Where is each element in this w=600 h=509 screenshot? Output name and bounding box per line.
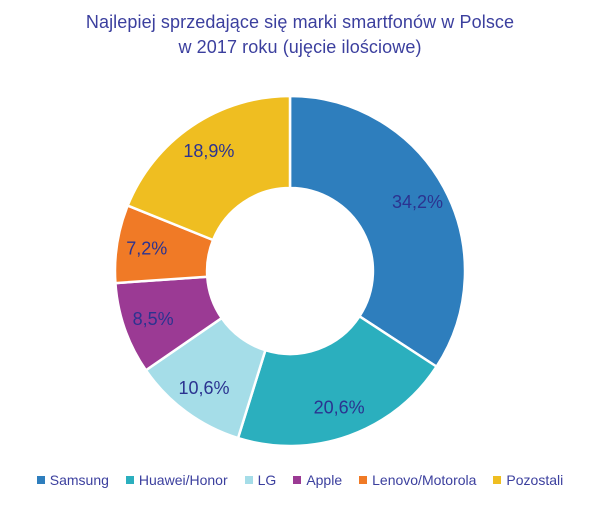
legend-item-label: Lenovo/Motorola (372, 472, 477, 488)
donut-slice-label: 10,6% (179, 378, 230, 398)
legend-item[interactable]: Apple (293, 472, 342, 488)
donut-slice[interactable] (288, 94, 467, 368)
donut-slice-label: 7,2% (126, 238, 167, 258)
legend-item-label: Samsung (49, 472, 109, 488)
legend-item-label: LG (257, 472, 277, 488)
legend-item[interactable]: Samsung (36, 472, 109, 488)
legend-swatch-icon (293, 476, 302, 484)
donut-slice-label: 8,5% (133, 309, 174, 329)
chart-title: Najlepiej sprzedające się marki smartfon… (0, 10, 600, 60)
donut-slice-label: 34,2% (392, 192, 443, 212)
donut-slices-group (113, 94, 467, 448)
legend-swatch-icon (36, 476, 45, 484)
legend-item[interactable]: LG (244, 472, 277, 488)
legend-swatch-icon (493, 476, 502, 484)
donut-slice-label: 20,6% (314, 397, 365, 417)
legend-item[interactable]: Lenovo/Motorola (359, 472, 476, 488)
chart-legend: Samsung Huawei/Honor LG Apple Lenovo/Motorol… (0, 472, 600, 488)
donut-slice[interactable] (236, 315, 438, 448)
legend-swatch-icon (244, 476, 253, 484)
legend-item[interactable]: Pozostali (493, 472, 563, 488)
chart-title-line-2: w 2017 roku (ujęcie ilościowe) (178, 37, 422, 57)
donut-chart-svg: 34,2% 20,6% 10,6% 8,5% 7,2% 18,9% (113, 94, 467, 448)
legend-item-label: Huawei/Honor (138, 472, 228, 488)
legend-item-label: Pozostali (506, 472, 564, 488)
legend-item-label: Apple (306, 472, 343, 488)
legend-item[interactable]: Huawei/Honor (125, 472, 228, 488)
legend-swatch-icon (359, 476, 368, 484)
chart-title-line-1: Najlepiej sprzedające się marki smartfon… (85, 12, 515, 32)
donut-chart: 34,2% 20,6% 10,6% 8,5% 7,2% 18,9% (113, 94, 467, 448)
donut-labels-group: 34,2% 20,6% 10,6% 8,5% 7,2% 18,9% (126, 141, 443, 418)
legend-swatch-icon (125, 476, 134, 484)
donut-slice[interactable] (126, 94, 292, 242)
donut-slice-label: 18,9% (183, 141, 234, 161)
